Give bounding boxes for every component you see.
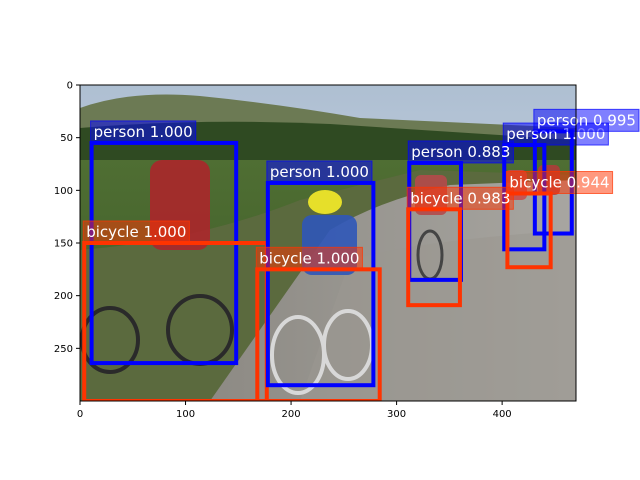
bicycle-label-text: bicycle 0.944 bbox=[509, 173, 609, 191]
x-tick-label: 300 bbox=[387, 409, 406, 420]
bicycle-label-background bbox=[82, 220, 190, 244]
person-label-background bbox=[407, 140, 514, 164]
detection-labels-layer: person 1.000 bicycle 1.000 person 1.000 bic… bbox=[82, 108, 640, 270]
bicycle-label: bicycle 1.000 bbox=[82, 220, 190, 244]
y-tick-label: 100 bbox=[54, 186, 73, 197]
person-label: person 1.000 bbox=[90, 120, 197, 144]
x-tick-label: 0 bbox=[77, 409, 83, 420]
bicycle-label-text: bicycle 1.000 bbox=[86, 223, 186, 241]
y-axis: 0 50 100 150 200 250 bbox=[54, 81, 80, 355]
bicycle-label: bicycle 0.983 bbox=[406, 186, 514, 210]
y-tick-label: 150 bbox=[54, 239, 73, 250]
person-label-text: person 0.995 bbox=[537, 111, 636, 129]
person-label: person 1.000 bbox=[266, 160, 373, 184]
x-axis: 0 100 200 300 400 bbox=[77, 401, 512, 420]
x-tick-label: 100 bbox=[176, 409, 195, 420]
person-label: person 0.995 bbox=[533, 108, 640, 132]
bicycle-label: bicycle 1.000 bbox=[255, 246, 363, 270]
bicycle-label-background bbox=[505, 170, 614, 194]
bicycle-label-text: bicycle 0.983 bbox=[410, 189, 510, 207]
y-tick-label: 50 bbox=[60, 133, 73, 144]
person-label-text: person 1.000 bbox=[94, 123, 193, 141]
y-tick-label: 250 bbox=[54, 344, 73, 355]
x-tick-label: 200 bbox=[282, 409, 301, 420]
person-label-text: person 0.883 bbox=[411, 143, 510, 161]
person-label-text: person 1.000 bbox=[270, 163, 369, 181]
bicycle-label: bicycle 0.944 bbox=[505, 170, 614, 194]
bicycle-label-text: bicycle 1.000 bbox=[259, 249, 359, 267]
bicycle-label-background bbox=[406, 186, 514, 210]
person-label-background bbox=[90, 120, 197, 144]
bicycle-label-background bbox=[255, 246, 363, 270]
y-tick-label: 0 bbox=[67, 81, 73, 92]
y-tick-label: 200 bbox=[54, 291, 73, 302]
person-label-background bbox=[533, 108, 640, 132]
person-label-background bbox=[266, 160, 373, 184]
x-tick-label: 400 bbox=[493, 409, 512, 420]
person-label: person 0.883 bbox=[407, 140, 514, 164]
